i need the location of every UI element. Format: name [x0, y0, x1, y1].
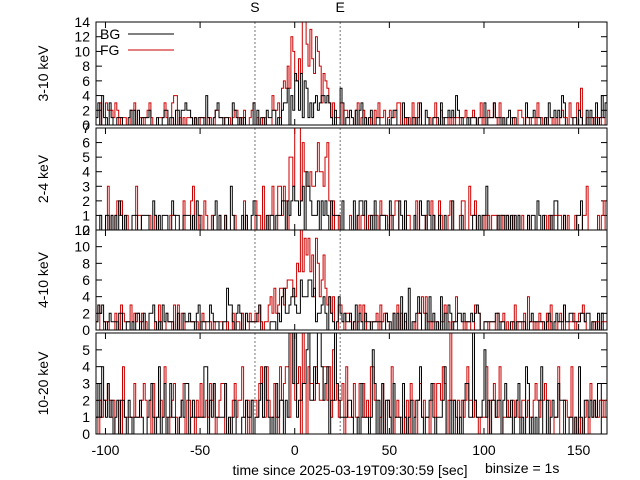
y-axis-label: 10-20 keV [35, 351, 51, 415]
y-tick-label: 5 [82, 149, 90, 165]
panel-frame [95, 229, 608, 331]
panel-frame [95, 332, 608, 435]
y-tick-label: 2 [82, 305, 90, 321]
y-tick-label: 3 [82, 376, 90, 392]
panel-frame [95, 127, 608, 231]
y-tick-label: 4 [82, 164, 90, 180]
y-tick-label: 0 [82, 322, 90, 338]
y-axis-label: 2-4 keV [35, 154, 51, 203]
y-tick-label: 6 [82, 272, 90, 288]
y-tick-label: 1 [82, 409, 90, 425]
y-tick-label: 5 [82, 342, 90, 358]
bg-series [96, 73, 607, 126]
y-axis-label: 3-10 keV [35, 45, 51, 102]
y-tick-label: 4 [82, 359, 90, 375]
y-tick-label: 12 [74, 29, 90, 45]
marker-label: E [335, 0, 344, 15]
fg-series [96, 332, 607, 435]
y-tick-label: 2 [82, 392, 90, 408]
bg-series [96, 332, 607, 435]
x-tick-label: -100 [91, 442, 119, 458]
y-tick-label: 8 [82, 255, 90, 271]
y-tick-label: 1 [82, 207, 90, 223]
x-axis-label: time since 2025-03-19T09:30:59 [sec] [232, 462, 467, 478]
marker-label: S [250, 0, 259, 15]
y-tick-label: 0 [82, 222, 90, 238]
y-axis-label: 4-10 keV [35, 251, 51, 308]
y-tick-label: 2 [82, 102, 90, 118]
x-tick-label: 150 [567, 442, 591, 458]
y-tick-label: 4 [82, 88, 90, 104]
y-tick-label: 2 [82, 193, 90, 209]
x-tick-label: 0 [291, 442, 299, 458]
panel-frame [95, 21, 608, 126]
y-tick-label: 10 [74, 239, 90, 255]
y-tick-label: 12 [74, 222, 90, 238]
y-tick-label: 6 [82, 73, 90, 89]
y-tick-label: 3 [82, 178, 90, 194]
y-tick-label: 7 [82, 120, 90, 136]
y-tick-label: 10 [74, 43, 90, 59]
x-tick-label: 100 [472, 442, 496, 458]
legend-label: FG [100, 42, 119, 58]
binsize-label: binsize = 1s [485, 460, 559, 476]
y-tick-label: 6 [82, 135, 90, 151]
y-tick-label: 0 [82, 117, 90, 133]
legend-label: BG [100, 26, 120, 42]
y-tick-label: 4 [82, 289, 90, 305]
y-tick-label: 14 [74, 14, 90, 30]
y-tick-label: 8 [82, 58, 90, 74]
bg-series [96, 279, 607, 331]
x-tick-label: -50 [190, 442, 210, 458]
fg-series [96, 21, 607, 126]
y-tick-label: 0 [82, 426, 90, 442]
x-tick-label: 50 [382, 442, 398, 458]
fg-series [96, 127, 607, 231]
